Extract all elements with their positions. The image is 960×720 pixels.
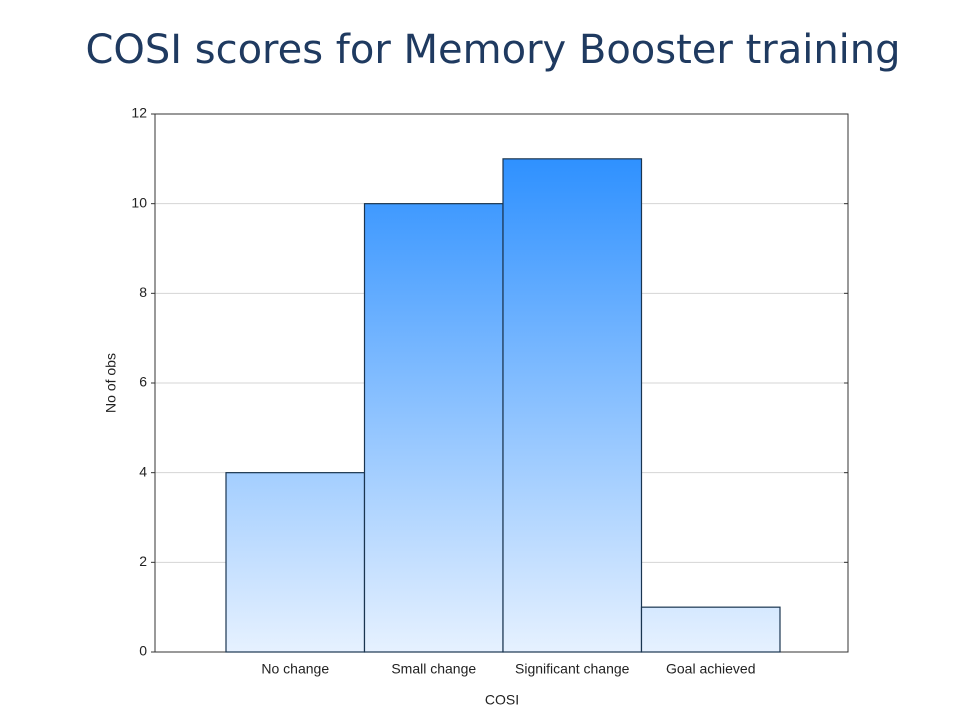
y-tick-label: 4	[139, 463, 147, 479]
chart-title: COSI scores for Memory Booster training	[85, 27, 900, 73]
bar	[502, 158, 643, 653]
x-tick-label: Significant change	[515, 661, 630, 677]
x-axis-label: COSI	[485, 692, 519, 708]
bar	[225, 472, 366, 653]
x-tick-label: Goal achieved	[666, 661, 756, 677]
y-tick-label: 0	[139, 643, 147, 659]
x-tick-label: Small change	[391, 661, 476, 677]
y-tick-label: 12	[131, 105, 147, 121]
bar	[363, 203, 504, 653]
y-tick-label: 2	[139, 553, 147, 569]
bar	[640, 606, 781, 653]
y-tick-label: 10	[131, 194, 147, 210]
y-tick-label: 6	[139, 374, 147, 390]
x-tick-label: No change	[261, 661, 329, 677]
y-tick-label: 8	[139, 284, 147, 300]
y-axis-label: No of obs	[103, 353, 119, 413]
